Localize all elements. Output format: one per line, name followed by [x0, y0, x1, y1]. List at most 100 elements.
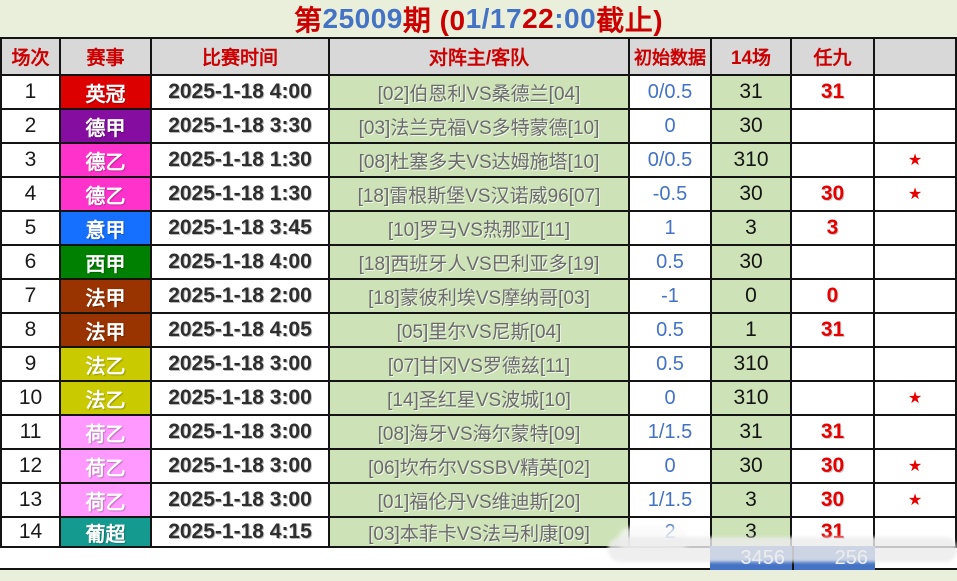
league-badge: 德甲 [61, 110, 152, 144]
star-icon [875, 518, 957, 548]
match-time-cell: 2025-1-18 3:00 [152, 484, 330, 518]
14-games-pick-cell: 310 [712, 382, 792, 416]
match-no-cell: 13 [2, 484, 61, 518]
initial-odds-cell: 0.5 [630, 314, 712, 348]
page-title-segment: 期 (0 [402, 4, 466, 36]
match-no-cell: 4 [2, 178, 61, 212]
teams-cell: [05]里尔VS尼斯[04] [330, 314, 630, 348]
star-icon [875, 280, 957, 314]
teams-cell: [08]杜塞多夫VS达姆施塔[10] [330, 144, 630, 178]
match-time-cell: 2025-1-18 3:00 [152, 348, 330, 382]
14-games-pick-cell: 3 [712, 212, 792, 246]
match-no-cell: 10 [2, 382, 61, 416]
league-badge: 法乙 [61, 348, 152, 382]
match-no-cell: 11 [2, 416, 61, 450]
table-row: 1 英冠 2025-1-18 4:00 [02]伯恩利VS桑德兰[04] 0/0… [2, 76, 957, 110]
teams-cell: [18]蒙彼利埃VS摩纳哥[03] [330, 280, 630, 314]
match-no-cell: 7 [2, 280, 61, 314]
header-match-no: 场次 [2, 39, 61, 76]
match-time-cell: 2025-1-18 3:00 [152, 450, 330, 484]
header-teams: 对阵主/客队 [330, 39, 630, 76]
star-icon [875, 246, 957, 280]
initial-odds-cell: 0/0.5 [630, 144, 712, 178]
star-icon: ★ [875, 382, 957, 416]
initial-odds-cell: 1 [630, 212, 712, 246]
league-badge: 法甲 [61, 280, 152, 314]
match-time-cell: 2025-1-18 4:00 [152, 76, 330, 110]
match-time-cell: 2025-1-18 3:30 [152, 110, 330, 144]
table-body: 1 英冠 2025-1-18 4:00 [02]伯恩利VS桑德兰[04] 0/0… [2, 76, 957, 548]
initial-odds-cell: 0 [630, 382, 712, 416]
table-row: 3 德乙 2025-1-18 1:30 [08]杜塞多夫VS达姆施塔[10] 0… [2, 144, 957, 178]
header-ren9: 任九 [792, 39, 875, 76]
star-icon [875, 416, 957, 450]
league-badge: 荷乙 [61, 484, 152, 518]
match-time-cell: 2025-1-18 4:00 [152, 246, 330, 280]
teams-cell: [18]西班牙人VS巴利亚多[19] [330, 246, 630, 280]
ren9-pick-cell [792, 246, 875, 280]
match-time-cell: 2025-1-18 4:05 [152, 314, 330, 348]
ren9-pick-cell [792, 382, 875, 416]
league-badge: 英冠 [61, 76, 152, 110]
star-icon [875, 76, 957, 110]
ren9-pick-cell [792, 348, 875, 382]
star-icon: ★ [875, 484, 957, 518]
match-no-cell: 5 [2, 212, 61, 246]
match-time-cell: 2025-1-18 1:30 [152, 144, 330, 178]
table-row: 14 葡超 2025-1-18 4:15 [03]本菲卡VS法马利康[09] 2… [2, 518, 957, 548]
14-games-pick-cell: 1 [712, 314, 792, 348]
match-no-cell: 3 [2, 144, 61, 178]
ren9-pick-cell: 30 [792, 450, 875, 484]
teams-cell: [08]海牙VS海尔蒙特[09] [330, 416, 630, 450]
initial-odds-cell: 0 [630, 110, 712, 144]
page-title: 第 25009 期 (0 1/17 22:00 截止) [0, 0, 957, 37]
league-badge: 德乙 [61, 144, 152, 178]
star-icon [875, 110, 957, 144]
league-badge: 德乙 [61, 178, 152, 212]
table-row: 5 意甲 2025-1-18 3:45 [10]罗马VS热那亚[11] 1 3 … [2, 212, 957, 246]
ren9-pick-cell: 30 [792, 178, 875, 212]
match-time-cell: 2025-1-18 4:15 [152, 518, 330, 548]
table-row: 11 荷乙 2025-1-18 3:00 [08]海牙VS海尔蒙特[09] 1/… [2, 416, 957, 450]
match-no-cell: 1 [2, 76, 61, 110]
14-games-pick-cell: 3 [712, 484, 792, 518]
match-time-cell: 2025-1-18 1:30 [152, 178, 330, 212]
total-ren9: 256 [792, 546, 875, 570]
star-icon [875, 212, 957, 246]
match-time-cell: 2025-1-18 3:00 [152, 382, 330, 416]
14-games-pick-cell: 30 [712, 246, 792, 280]
ren9-pick-cell: 30 [792, 484, 875, 518]
total-14-games: 3456 [740, 546, 786, 569]
table-row: 2 德甲 2025-1-18 3:30 [03]法兰克福VS多特蒙德[10] 0… [2, 110, 957, 144]
star-icon: ★ [875, 450, 957, 484]
initial-odds-cell: 2 [630, 518, 712, 548]
star-icon: ★ [875, 178, 957, 212]
header-initial-odds: 初始数据 [630, 39, 712, 76]
14-games-pick-cell: 0 [712, 280, 792, 314]
match-table: 场次 赛事 比赛时间 对阵主/客队 初始数据 14场 任九 1 英冠 2025-… [0, 37, 957, 548]
match-no-cell: 12 [2, 450, 61, 484]
match-no-cell: 6 [2, 246, 61, 280]
14-games-pick-cell: 3 [712, 518, 792, 548]
14-games-pick-cell: 30 [712, 110, 792, 144]
14-games-pick-cell: 30 [712, 178, 792, 212]
totals-bar: 3456 256 [710, 546, 875, 570]
page-title-segment: 截止) [596, 4, 664, 36]
teams-cell: [03]法兰克福VS多特蒙德[10] [330, 110, 630, 144]
table-header-row: 场次 赛事 比赛时间 对阵主/客队 初始数据 14场 任九 [2, 39, 957, 76]
14-games-pick-cell: 310 [712, 144, 792, 178]
league-badge: 意甲 [61, 212, 152, 246]
match-time-cell: 2025-1-18 3:45 [152, 212, 330, 246]
match-time-cell: 2025-1-18 3:00 [152, 416, 330, 450]
page-title-segment: :00 [554, 2, 597, 34]
teams-cell: [18]雷根斯堡VS汉诺威96[07] [330, 178, 630, 212]
table-row: 10 法乙 2025-1-18 3:00 [14]圣红星VS波城[10] 0 3… [2, 382, 957, 416]
ren9-pick-cell: 31 [792, 518, 875, 548]
14-games-pick-cell: 310 [712, 348, 792, 382]
teams-cell: [06]坎布尔VSSBV精英[02] [330, 450, 630, 484]
initial-odds-cell: -1 [630, 280, 712, 314]
ren9-pick-cell [792, 144, 875, 178]
teams-cell: [07]甘冈VS罗德兹[11] [330, 348, 630, 382]
match-no-cell: 9 [2, 348, 61, 382]
teams-cell: [03]本菲卡VS法马利康[09] [330, 518, 630, 548]
